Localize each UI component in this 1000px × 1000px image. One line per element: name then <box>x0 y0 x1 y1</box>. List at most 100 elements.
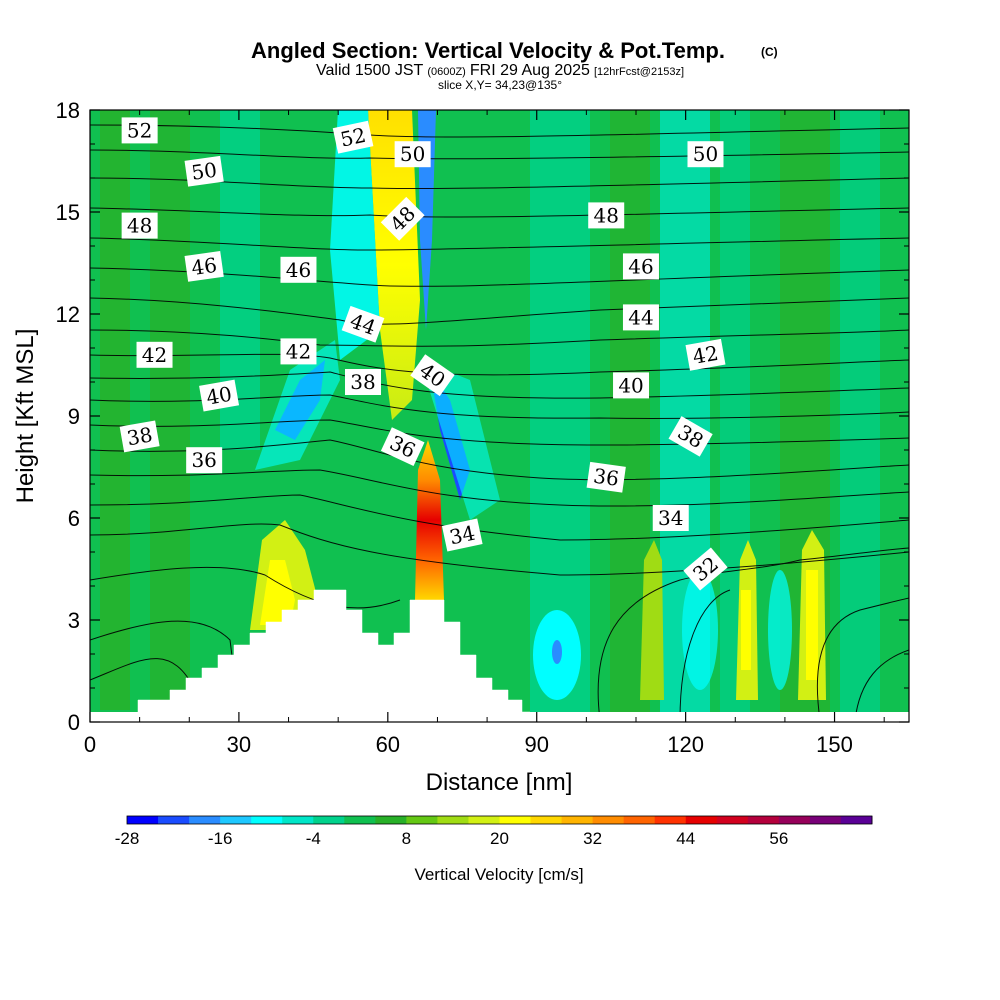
colorbar-swatch <box>592 816 625 824</box>
downdraft-tongue <box>330 110 380 360</box>
updraft-column <box>368 110 420 420</box>
y-tick-label: 3 <box>68 608 80 633</box>
colorbar-swatch <box>685 816 718 824</box>
contour-label-bg <box>622 253 659 280</box>
contour-label-text: 52 <box>338 123 368 152</box>
contour-label: 34 <box>441 518 483 552</box>
colorbar-swatch <box>561 816 594 824</box>
colorbar-swatch <box>313 816 345 824</box>
contour-label-text: 46 <box>190 253 219 280</box>
contour-label-bg <box>184 155 224 187</box>
contour-label-text: 40 <box>204 382 233 410</box>
contour-label: 36 <box>586 461 626 493</box>
chart-title: Angled Section: Vertical Velocity & Pot.… <box>251 38 725 63</box>
colorbar-swatch <box>251 816 283 824</box>
colorbar-label: 32 <box>583 829 602 848</box>
colorbar-swatch <box>189 816 221 824</box>
field-streak <box>100 110 130 710</box>
contour-label: 42 <box>136 341 173 368</box>
colorbar-swatch <box>499 816 532 824</box>
contour-label: 48 <box>121 212 158 239</box>
contour-label-text: 48 <box>593 203 618 227</box>
contour-label-bg <box>186 447 223 474</box>
contour-label-bg <box>121 117 158 144</box>
slice-info: slice X,Y= 34,23@135° <box>438 78 562 92</box>
x-tick-label: 120 <box>667 732 704 757</box>
terrain-base <box>90 712 909 722</box>
contour-label-text: 42 <box>142 343 167 367</box>
contour-label: 48 <box>588 202 625 229</box>
contour-labels: 5250484642403836464244385250484036345048… <box>119 117 728 591</box>
updraft-streak-core <box>741 590 751 670</box>
forecast-info: [12hrFcst@2153z] <box>594 66 684 78</box>
contour-label: 50 <box>394 141 431 168</box>
contour-label-bg <box>380 427 425 466</box>
warm-blob-core <box>260 560 295 625</box>
contour-label-bg <box>184 251 224 282</box>
colorbar-label: -16 <box>208 829 233 848</box>
colorbar-label: -28 <box>115 829 140 848</box>
contour-label-text: 36 <box>191 448 216 472</box>
contour-label: 34 <box>652 505 689 531</box>
contour-label-bg <box>380 196 425 241</box>
contour-label: 44 <box>622 304 659 331</box>
valid-zulu: (0600Z) <box>427 66 466 78</box>
colorbar-swatch <box>127 816 159 824</box>
colorbar-swatch <box>468 816 500 824</box>
contour-label-text: 44 <box>628 305 653 329</box>
contour-label-bg <box>341 305 385 343</box>
contour-label: 38 <box>345 369 381 395</box>
downdraft-pocket-core <box>552 640 562 664</box>
contour-label: 50 <box>687 141 724 168</box>
colorbar-swatch <box>809 816 842 824</box>
colorbar-swatch <box>375 816 407 824</box>
contour-label-text: 36 <box>592 464 621 491</box>
valid-prefix: Valid 1500 JST <box>316 62 424 79</box>
contour-label-bg <box>685 338 726 371</box>
colorbar-label: -4 <box>306 829 321 848</box>
colorbar-label: 20 <box>490 829 509 848</box>
x-axis-title: Distance [nm] <box>426 769 573 796</box>
contour-label-bg <box>588 202 625 229</box>
colorbar-label: 8 <box>402 829 411 848</box>
contour-label: 38 <box>119 420 160 453</box>
colorbar-swatch <box>344 816 376 824</box>
colorbar: -28 -16 -4 8 20 32 44 56 <box>115 815 873 848</box>
contour-label-bg <box>441 518 483 552</box>
colorbar-swatch <box>282 816 314 824</box>
terrain <box>137 589 531 722</box>
y-tick-label: 18 <box>56 98 80 123</box>
contour-label: 42 <box>280 338 317 365</box>
contour-label-text: 38 <box>350 370 375 394</box>
chart-title-group: Angled Section: Vertical Velocity & Pot.… <box>251 38 778 92</box>
contour-label-text: 46 <box>628 254 653 278</box>
contour-label-bg <box>410 354 455 397</box>
y-tick-label: 12 <box>56 302 80 327</box>
x-tick-label: 150 <box>816 732 853 757</box>
contour-label-bg <box>280 338 317 365</box>
x-tick-label: 60 <box>376 732 400 757</box>
contour-label-bg <box>280 256 317 283</box>
contour-label-bg <box>199 379 240 412</box>
x-tick-label: 0 <box>84 732 96 757</box>
colorbar-swatch <box>654 816 687 824</box>
contour-label-text: 50 <box>190 158 219 185</box>
contour-label-text: 40 <box>618 373 643 397</box>
velocity-field: 5250484642403836464244385250484036345048… <box>90 110 909 722</box>
colorbar-swatch <box>406 816 438 824</box>
contour-label-bg <box>652 505 689 531</box>
colorbar-swatch <box>220 816 252 824</box>
contour-label-bg <box>119 420 160 453</box>
contour-label-bg <box>586 461 626 493</box>
valid-date: FRI 29 Aug 2025 <box>470 62 590 79</box>
colorbar-swatch <box>747 816 780 824</box>
contour-label-bg <box>622 304 659 331</box>
colorbar-label: 44 <box>676 829 695 848</box>
valid-time-line: Valid 1500 JST (0600Z) FRI 29 Aug 2025 [12h… <box>316 62 684 79</box>
contour-label-text: 42 <box>691 341 720 369</box>
contour-label-bg <box>687 141 724 168</box>
contour-label-text: 50 <box>693 142 718 166</box>
contour-label: 40 <box>199 379 240 412</box>
